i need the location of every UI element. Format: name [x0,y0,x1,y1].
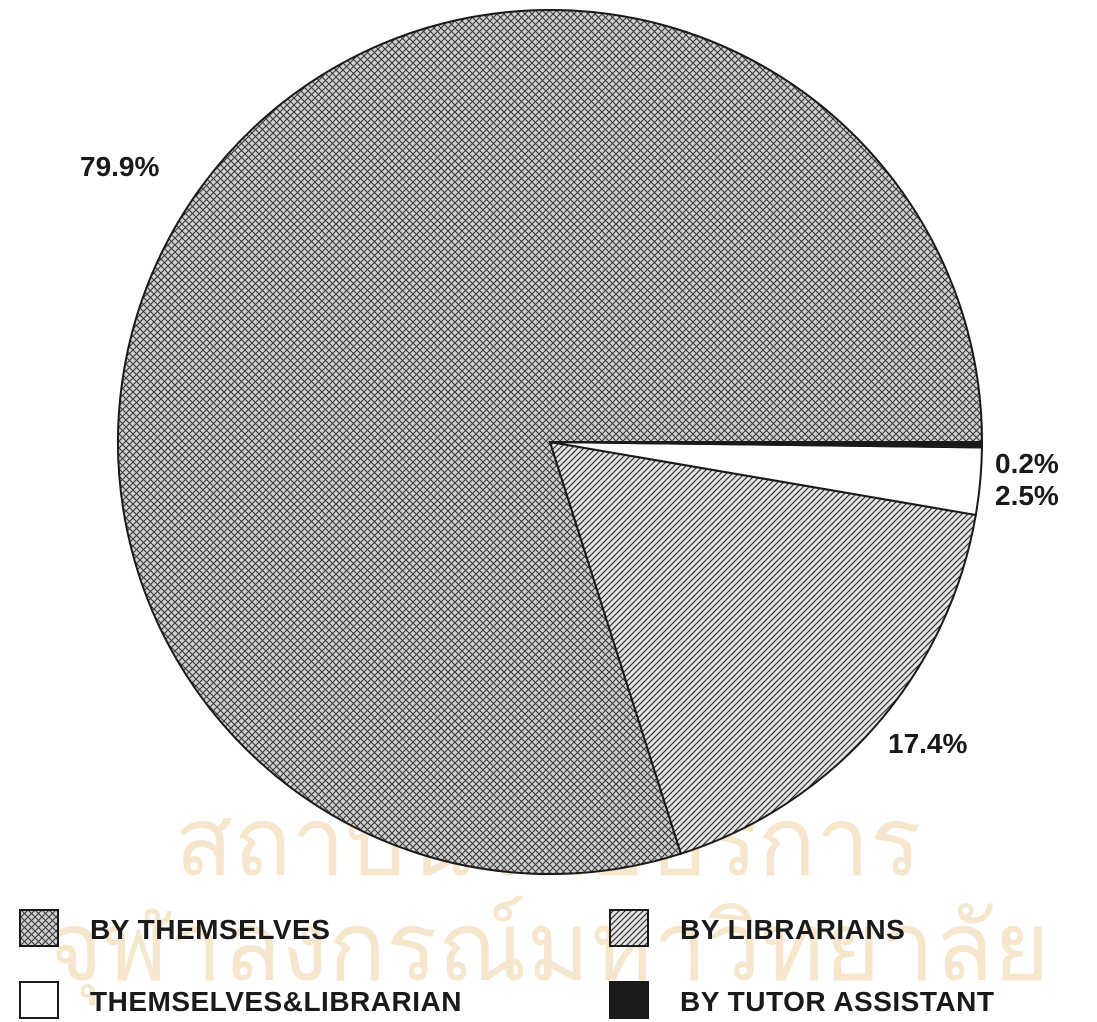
legend-swatch-by-librarians [609,909,649,947]
slice-label-by-librarians: 17.4% [888,728,967,759]
legend: BY THEMSELVES BY LIBRARIANS THEMSELVES&LIB… [19,909,994,1019]
legend-label-by-tutor-assistant: BY TUTOR ASSISTANT [680,986,994,1017]
legend-swatch-by-tutor-assistant [609,981,649,1019]
pie-slices [117,9,984,875]
legend-swatch-themselves-and-librarian [19,981,59,1019]
legend-label-by-librarians: BY LIBRARIANS [680,914,905,945]
legend-swatch-by-themselves [19,909,59,947]
legend-label-by-themselves: BY THEMSELVES [90,914,330,945]
slice-labels: 79.9% 17.4% 2.5%0.2% [80,151,1059,759]
pie-slice-by-librarians [548,440,977,855]
watermark-line-2: จุฬาลงกรณ์มหาวิทยาลัย [46,891,1049,1006]
slice-label-by-tutor-assistant: 0.2% [995,448,1059,479]
slice-label-themselves-and-librarian: 2.5% [995,480,1059,511]
pie-slice-by-tutor-assistant [549,441,984,449]
legend-label-themselves-and-librarian: THEMSELVES&LIBRARIAN [90,986,462,1017]
slice-label-by-themselves: 79.9% [80,151,159,182]
